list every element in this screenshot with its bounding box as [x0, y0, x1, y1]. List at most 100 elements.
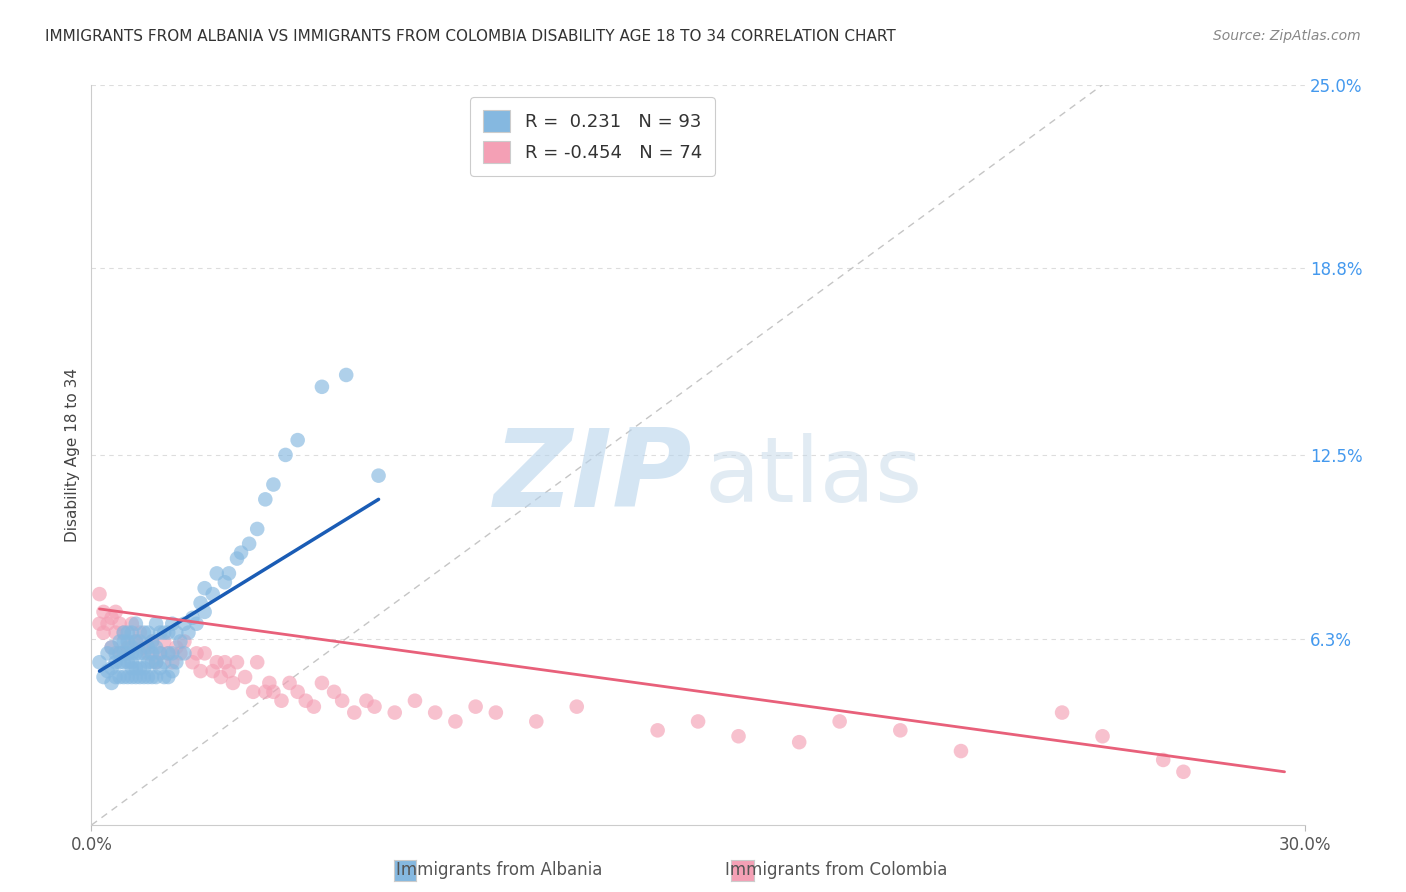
- Point: [294, 694, 316, 708]
- Point: [125, 634, 148, 648]
- Point: [121, 646, 143, 660]
- Point: [108, 634, 131, 648]
- Point: [173, 616, 195, 631]
- Point: [141, 670, 163, 684]
- Point: [181, 611, 204, 625]
- Point: [218, 566, 240, 581]
- Point: [222, 676, 245, 690]
- Point: [524, 714, 547, 729]
- Point: [162, 664, 184, 678]
- Point: [190, 664, 212, 678]
- Point: [242, 685, 264, 699]
- Point: [177, 625, 200, 640]
- Point: [565, 699, 588, 714]
- Point: [259, 676, 281, 690]
- Point: [145, 640, 167, 655]
- Point: [125, 646, 148, 660]
- Text: Immigrants from Albania: Immigrants from Albania: [396, 861, 602, 879]
- Point: [686, 714, 709, 729]
- Point: [367, 468, 389, 483]
- Point: [132, 640, 155, 655]
- Point: [112, 625, 135, 640]
- Point: [129, 670, 152, 684]
- Point: [149, 661, 172, 675]
- Point: [727, 729, 749, 743]
- Point: [287, 685, 309, 699]
- Point: [787, 735, 810, 749]
- Point: [335, 368, 357, 382]
- Point: [165, 655, 187, 669]
- Point: [100, 661, 122, 675]
- Point: [889, 723, 911, 738]
- Point: [104, 605, 127, 619]
- Point: [136, 640, 159, 655]
- Point: [100, 640, 122, 655]
- Point: [209, 670, 232, 684]
- Point: [218, 664, 240, 678]
- Point: [93, 605, 115, 619]
- Point: [363, 699, 385, 714]
- Point: [311, 380, 333, 394]
- Point: [112, 646, 135, 660]
- Point: [93, 625, 115, 640]
- Point: [287, 433, 309, 447]
- Point: [141, 634, 163, 648]
- Point: [136, 655, 159, 669]
- Point: [145, 655, 167, 669]
- Text: IMMIGRANTS FROM ALBANIA VS IMMIGRANTS FROM COLOMBIA DISABILITY AGE 18 TO 34 CORR: IMMIGRANTS FROM ALBANIA VS IMMIGRANTS FR…: [45, 29, 896, 44]
- Point: [254, 685, 277, 699]
- Point: [169, 634, 191, 648]
- Point: [117, 670, 139, 684]
- Point: [136, 625, 159, 640]
- Point: [145, 655, 167, 669]
- Point: [153, 625, 176, 640]
- Point: [323, 685, 346, 699]
- Point: [145, 616, 167, 631]
- Point: [1173, 764, 1195, 779]
- Point: [149, 625, 172, 640]
- Point: [97, 646, 120, 660]
- Point: [149, 646, 172, 660]
- Point: [343, 706, 366, 720]
- Point: [117, 634, 139, 648]
- Point: [100, 676, 122, 690]
- Point: [153, 655, 176, 669]
- Point: [186, 616, 208, 631]
- Point: [129, 625, 152, 640]
- Point: [121, 616, 143, 631]
- Point: [104, 655, 127, 669]
- Point: [157, 646, 180, 660]
- Point: [205, 566, 228, 581]
- Point: [444, 714, 467, 729]
- Point: [117, 646, 139, 660]
- Point: [97, 616, 120, 631]
- Point: [181, 655, 204, 669]
- Point: [214, 575, 236, 590]
- Point: [125, 661, 148, 675]
- Point: [1091, 729, 1114, 743]
- Point: [112, 634, 135, 648]
- Point: [121, 625, 143, 640]
- Point: [226, 655, 249, 669]
- Point: [141, 634, 163, 648]
- Point: [157, 646, 180, 660]
- Point: [278, 676, 301, 690]
- Point: [238, 537, 260, 551]
- Point: [201, 664, 224, 678]
- Text: ZIP: ZIP: [494, 424, 692, 530]
- Point: [112, 670, 135, 684]
- Point: [205, 655, 228, 669]
- Point: [112, 625, 135, 640]
- Point: [132, 625, 155, 640]
- Y-axis label: Disability Age 18 to 34: Disability Age 18 to 34: [65, 368, 80, 542]
- Point: [157, 670, 180, 684]
- Point: [129, 661, 152, 675]
- Point: [141, 655, 163, 669]
- Point: [129, 646, 152, 660]
- Point: [194, 581, 217, 595]
- Point: [302, 699, 325, 714]
- Point: [162, 646, 184, 660]
- Point: [246, 655, 269, 669]
- Point: [117, 625, 139, 640]
- Point: [121, 655, 143, 669]
